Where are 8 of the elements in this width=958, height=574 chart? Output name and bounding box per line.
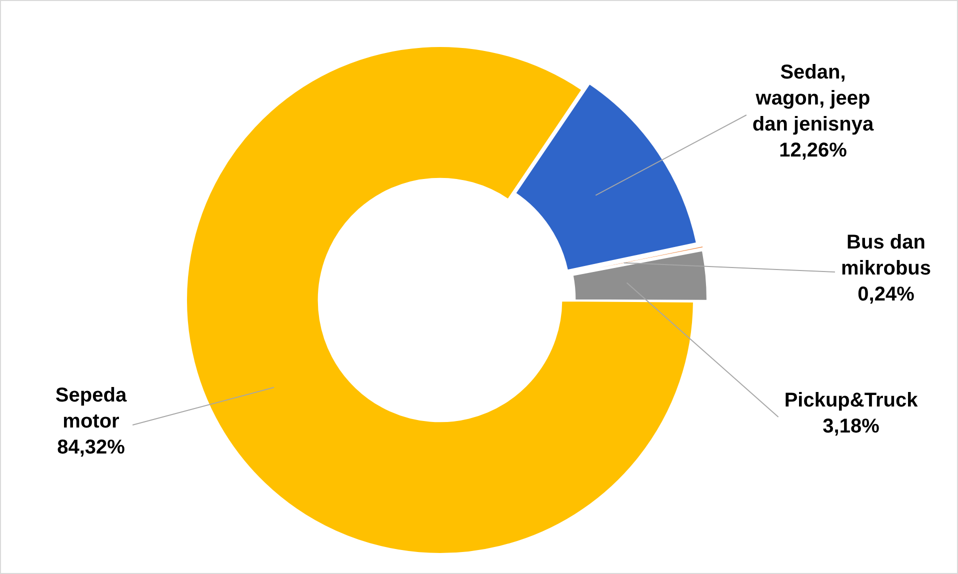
slice-label: Sedan, wagon, jeep dan jenisnya: [752, 62, 874, 136]
data-label: 84,32%: [57, 436, 126, 459]
slice-label: Bus dan mikrobus: [840, 232, 932, 280]
data-label: 3,18%: [822, 416, 880, 438]
data-label: 12,26%: [779, 140, 848, 162]
data-label: 0,24%: [858, 284, 915, 306]
slice-label: Pickup&Truck: [784, 390, 919, 412]
slice-label: Sepeda motor: [55, 384, 128, 433]
